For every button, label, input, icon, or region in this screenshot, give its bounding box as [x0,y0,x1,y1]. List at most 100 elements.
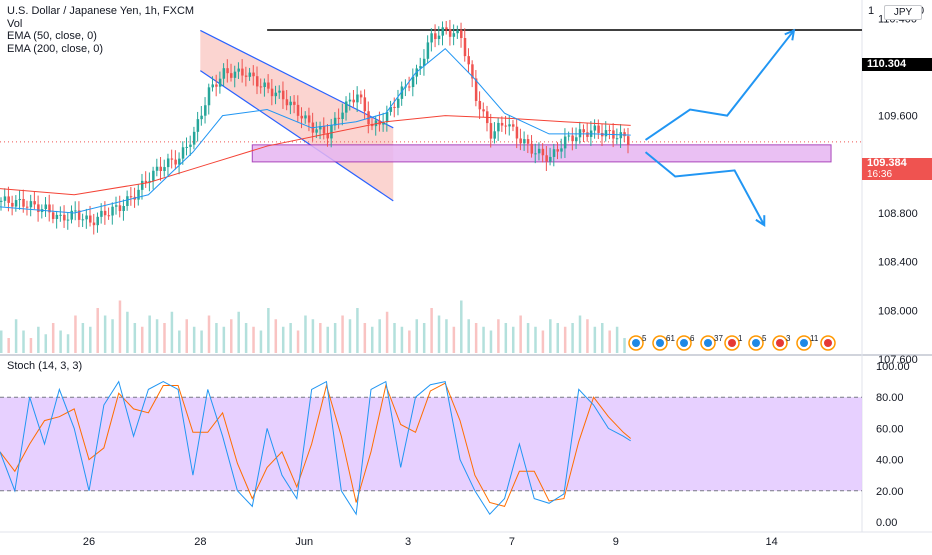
indicator-vol-label[interactable]: Vol [7,17,23,30]
candle-body [255,76,259,87]
candle-body [560,148,563,152]
candle-body [300,115,304,119]
candle-body [233,71,237,78]
candle-body [111,206,114,216]
economic-event-badge[interactable]: 6 [676,334,695,351]
event-count: 5 [762,334,767,343]
economic-event-badge[interactable]: 37 [700,334,723,351]
indicator-ema200-label[interactable]: EMA (200, close, 0) [7,42,103,55]
candle-body [267,82,270,89]
volume-bar [571,323,574,353]
symbol-title[interactable]: U.S. Dollar / Japanese Yen, 1h, FXCM [7,5,195,17]
volume-bar [556,323,559,353]
time-tick-label: 9 [613,536,619,548]
volume-bar [37,326,40,353]
volume-bar [341,315,344,353]
volume-bar [400,326,404,353]
candle-body [523,139,526,144]
candle-body [359,94,363,98]
stoch-tick-label: 60.00 [876,423,904,435]
economic-event-badge[interactable]: 61 [652,334,675,351]
volume-bar [593,326,597,353]
candle-body [185,146,188,148]
economic-event-badge[interactable] [820,335,836,351]
volume-bar [89,326,92,353]
volume-bar [7,338,10,353]
time-tick-label: 26 [83,536,95,548]
stoch-band [0,397,862,491]
candle-body [170,158,174,160]
candle-body [163,167,166,172]
economic-event-badge[interactable]: 5 [628,334,647,351]
currency-selector[interactable]: JPY [884,5,922,20]
price-tick-label: 108.800 [878,208,918,220]
volume-bar [74,315,77,353]
volume-bar [215,323,218,353]
volume-bar [497,319,500,353]
volume-bar [81,323,85,353]
candle-body [196,119,200,132]
volume-bar [96,308,99,353]
us-flag-icon [656,339,664,347]
candle-body [396,98,400,108]
candle-body [593,125,597,131]
volume-bar [467,319,470,353]
candle-body [244,75,248,77]
candle-body [448,29,452,37]
ema200-line [0,115,631,196]
candle-body [241,68,244,76]
volume-bar [304,315,307,353]
volume-bar [289,323,292,353]
volume-bar [311,319,315,353]
channel-upper-line [200,29,394,129]
candle-body [0,200,3,202]
economic-event-badge[interactable]: 5 [748,334,767,351]
stoch-tick-label: 0.00 [876,517,897,529]
candle-body [434,33,437,40]
candle-body [408,86,411,88]
economic-event-badge[interactable]: 1 [724,334,743,351]
candle-body [207,87,211,106]
candle-body [85,215,88,220]
bearish-arrow-head [755,215,766,228]
candle-body [460,30,463,39]
candle-body [545,155,548,162]
candle-body [33,201,36,205]
volume-bar [140,326,144,353]
economic-event-badge[interactable]: 3 [772,334,791,351]
candle-body [122,205,125,212]
candle-body [25,206,29,208]
us-flag-icon [752,339,760,347]
us-flag-icon [680,339,688,347]
candle-body [293,101,296,105]
us-flag-icon [704,339,712,347]
candle-body [411,76,415,88]
candle-body [363,97,367,112]
candle-body [467,56,470,65]
candle-body [319,126,322,130]
time-tick-label: 7 [509,536,515,548]
candle-body [289,101,292,106]
candle-body [534,153,537,155]
volume-bar [244,323,248,353]
stoch-title[interactable]: Stoch (14, 3, 3) [7,360,83,372]
candle-body [92,222,96,226]
candle-body [48,204,51,213]
candle-body [7,196,10,203]
volume-bar [111,319,114,353]
economic-event-badge[interactable]: 11 [796,334,819,351]
candle-body [419,66,422,69]
candle-body [70,210,73,220]
stoch-tick-label: 40.00 [876,455,904,467]
volume-bar [452,326,456,353]
indicator-ema50-label[interactable]: EMA (50, close, 0) [7,30,97,42]
candle-body [226,68,229,74]
candle-body [385,111,389,123]
candle-body [623,132,626,137]
volume-bar [422,323,426,353]
ema50-line [0,48,631,214]
candle-body [144,180,148,183]
chart-legend: U.S. Dollar / Japanese Yen, 1h, FXCM Vol… [7,5,194,55]
